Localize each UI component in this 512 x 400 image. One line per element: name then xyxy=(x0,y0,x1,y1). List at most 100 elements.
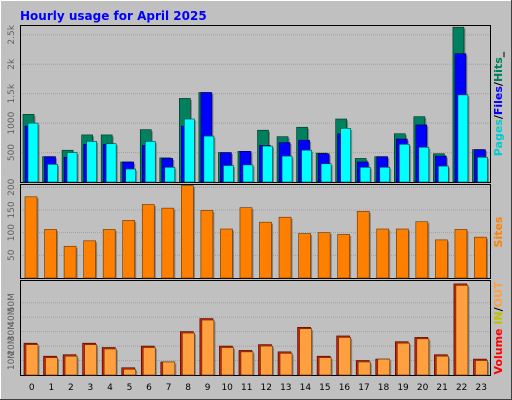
pages-bar xyxy=(398,144,411,183)
pages-bar xyxy=(418,146,431,183)
bar-body xyxy=(415,221,429,279)
bar-body xyxy=(63,245,77,279)
x-tick-label-hour: 14 xyxy=(300,383,312,393)
x-tick-label-hour: 5 xyxy=(127,383,133,393)
y-label-sep1: / xyxy=(492,114,505,119)
bar-body xyxy=(455,285,469,376)
volume-out-bar xyxy=(318,357,333,376)
bar-body xyxy=(281,155,293,183)
bar-body xyxy=(25,344,39,376)
volume-out-bar xyxy=(475,360,489,376)
sites-bar xyxy=(63,245,78,279)
bar-body xyxy=(122,220,136,279)
bar-body xyxy=(47,164,58,183)
x-tick-label-hour: 13 xyxy=(280,383,291,393)
pages-bar xyxy=(457,94,470,183)
pages-bar xyxy=(242,164,255,183)
bar-body xyxy=(262,145,273,183)
bar-body xyxy=(182,332,195,376)
sites-bar xyxy=(278,216,293,279)
x-tick-label-hour: 6 xyxy=(146,383,152,393)
x-tick-label-hour: 11 xyxy=(241,383,252,393)
bar-body xyxy=(438,165,449,183)
sites-bar xyxy=(454,229,469,279)
sites-bar xyxy=(200,210,215,279)
bar-body xyxy=(64,355,78,376)
bar-body xyxy=(105,143,117,183)
sites-bar xyxy=(44,229,59,279)
bar-body xyxy=(318,357,332,376)
bar-layer xyxy=(22,26,489,183)
pages-bar xyxy=(203,135,216,183)
volume-out-bar xyxy=(299,328,314,376)
bar-body xyxy=(220,228,233,279)
x-tick-label-hour: 3 xyxy=(88,383,94,393)
y-axis-label: Sites xyxy=(492,216,505,247)
bar-body xyxy=(317,232,331,279)
bar-body xyxy=(123,368,137,376)
sites-bar xyxy=(298,233,313,279)
sites-bar xyxy=(161,207,176,279)
sites-bar xyxy=(317,232,332,279)
x-tick-label-hour: 1 xyxy=(48,383,54,393)
sites-bar xyxy=(220,228,234,279)
bar-body xyxy=(45,357,58,376)
bar-body xyxy=(141,204,155,279)
pages-bar xyxy=(27,122,40,183)
pages-bar xyxy=(281,155,294,183)
y-tick-label: 1000 xyxy=(7,111,17,134)
sites-bar xyxy=(395,228,410,279)
bar-body xyxy=(477,156,488,183)
volume-out-bar xyxy=(416,338,431,376)
y-tick-label: 50M xyxy=(7,293,17,312)
volume-out-bar xyxy=(64,355,79,376)
volume-out-bar xyxy=(260,345,274,376)
bar-body xyxy=(239,207,253,279)
bar-body xyxy=(144,141,156,183)
y-tick-labels: 50 100 150 200 xyxy=(7,178,17,261)
volume-out-bar xyxy=(240,351,255,376)
grid-layer xyxy=(21,302,490,362)
x-tick-label-hour: 4 xyxy=(107,383,113,393)
bar-body xyxy=(337,234,350,279)
bar-body xyxy=(279,353,293,376)
bar-body xyxy=(44,229,57,279)
x-tick-label-hour: 15 xyxy=(319,383,330,393)
sites-bar xyxy=(83,240,98,279)
y-tick-label: 2k xyxy=(7,58,17,70)
pages-bar xyxy=(438,165,450,183)
pages-bar xyxy=(47,164,60,183)
panel-frame xyxy=(20,184,491,279)
bar-layer xyxy=(23,283,489,376)
y-axis-label: Volume IN/OUT xyxy=(492,281,505,374)
bar-body xyxy=(86,141,97,183)
y-axis-label: Pages/Files/Hits_ xyxy=(492,51,505,156)
x-tick-label-hour: 23 xyxy=(476,383,487,393)
panel-frame xyxy=(20,280,491,376)
pages-bar xyxy=(86,141,99,183)
bar-body xyxy=(164,166,176,183)
volume-out-bar xyxy=(162,361,177,376)
bar-body xyxy=(416,338,430,376)
y-label-pages: Pages xyxy=(492,119,505,157)
grid-layer xyxy=(21,186,490,256)
bar-body xyxy=(242,164,254,183)
x-tick-label-hour: 17 xyxy=(358,383,369,393)
bar-body xyxy=(395,228,409,279)
bar-body xyxy=(435,239,448,279)
volume-out-bar xyxy=(436,355,450,376)
bar-body xyxy=(396,342,410,376)
y-label-in: IN xyxy=(492,311,505,324)
bar-body xyxy=(376,228,390,279)
x-tick-label-hour: 19 xyxy=(397,383,409,393)
y-label-hits: Hits xyxy=(492,57,505,82)
panel-sites: 50 100 150 200 Sites xyxy=(7,178,505,279)
bar-body xyxy=(356,211,370,279)
pages-bar xyxy=(320,163,333,183)
volume-out-bar xyxy=(45,357,60,376)
volume-out-bar xyxy=(84,344,99,376)
volume-out-bar xyxy=(279,353,294,376)
pages-bar xyxy=(262,145,274,183)
bar-body xyxy=(436,355,449,376)
